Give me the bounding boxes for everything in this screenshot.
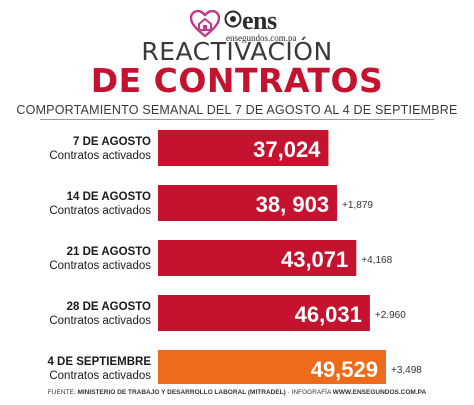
title-line-2: DE CONTRATOS xyxy=(90,61,384,100)
category-label: 21 DE AGOSTO xyxy=(67,246,151,258)
brand-logo: ens xyxy=(242,6,277,35)
divider xyxy=(40,119,434,120)
change-label: +3,498 xyxy=(391,365,422,376)
category-sublabel: Contratos activados xyxy=(49,370,151,382)
subtitle: COMPORTAMIENTO SEMANAL DEL 7 DE AGOSTO A… xyxy=(16,103,458,117)
category-label: 28 DE AGOSTO xyxy=(67,301,151,313)
bar-chart: 7 DE AGOSTO Contratos activados 37,024 14 D… xyxy=(47,130,422,384)
footer-infographic-label: · INFOGRAFÍA xyxy=(287,389,331,396)
heart-house-icon xyxy=(190,10,220,38)
brand-emblem-icon xyxy=(224,10,242,28)
change-label: +2.960 xyxy=(375,310,406,321)
title-line-1: REACTIVACIÓN xyxy=(141,37,333,66)
category-sublabel: Contratos activados xyxy=(49,260,151,272)
header: ens ensegundos.com.pa REACTIVACIÓN DE CO… xyxy=(0,0,474,120)
change-label: +1,879 xyxy=(342,200,373,211)
category-sublabel: Contratos activados xyxy=(49,205,151,217)
brand-website: ensegundos.com.pa xyxy=(226,33,297,43)
value-label: 38, 903 xyxy=(256,192,329,217)
footer-source: MINISTERIO DE TRABAJO Y DESARROLLO LABOR… xyxy=(77,389,286,396)
bar xyxy=(158,295,370,331)
bar xyxy=(158,130,329,166)
value-label: 37,024 xyxy=(253,137,321,162)
bar xyxy=(158,185,338,221)
footer-source-label: FUENTE: xyxy=(47,389,76,396)
footer: FUENTE: MINISTERIO DE TRABAJO Y DESARROL… xyxy=(0,389,474,396)
bar xyxy=(158,240,357,276)
value-label: 43,071 xyxy=(281,247,348,272)
footer-website: WWW.ENSEGUNDOS.COM.PA xyxy=(332,389,427,396)
value-label: 49,529 xyxy=(311,357,378,382)
category-label: 4 DE SEPTIEMBRE xyxy=(47,356,151,368)
category-sublabel: Contratos activados xyxy=(49,315,151,327)
category-label: 7 DE AGOSTO xyxy=(73,136,151,148)
change-label: +4,168 xyxy=(361,255,392,266)
category-sublabel: Contratos activados xyxy=(49,150,151,162)
value-label: 46,031 xyxy=(295,302,362,327)
category-label: 14 DE AGOSTO xyxy=(67,191,151,203)
bar xyxy=(158,350,386,384)
